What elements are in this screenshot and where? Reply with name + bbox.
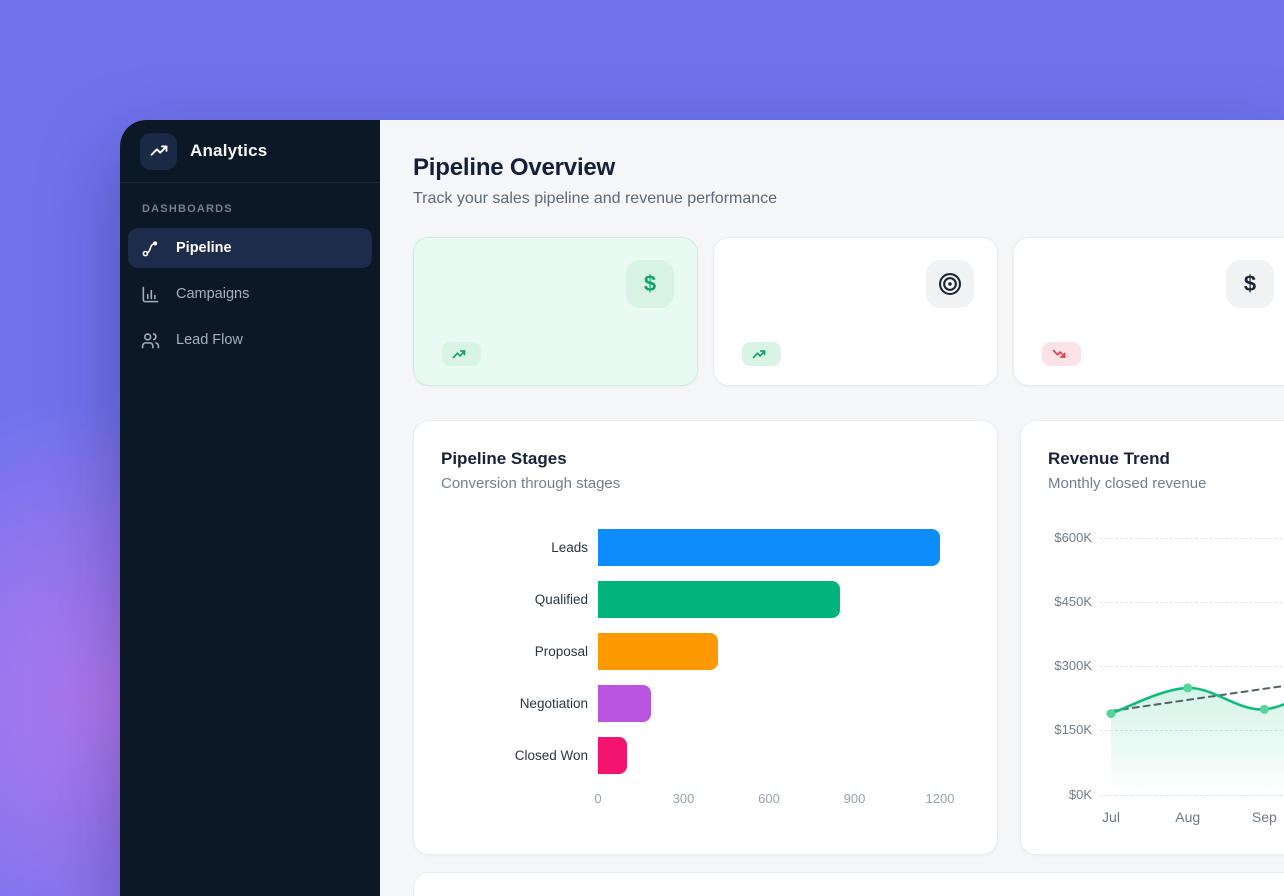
pipeline-stages-title: Pipeline Stages (441, 449, 567, 468)
page-title: Pipeline Overview (413, 154, 616, 181)
bar-row-leads: Leads (441, 529, 970, 566)
pipeline-stages-axis: 0 300 600 900 1200 (441, 791, 970, 807)
page-subtitle: Track your sales pipeline and revenue pe… (413, 190, 778, 207)
kpi-card-open-opportunities[interactable] (713, 237, 998, 386)
route-icon (140, 238, 160, 258)
target-icon (937, 271, 963, 297)
y-tick-label: $150K (1054, 722, 1092, 738)
sidebar-item-pipeline[interactable]: Pipeline (128, 228, 372, 268)
next-card-partial (413, 872, 1284, 896)
y-tick-label: $0K (1068, 786, 1092, 802)
bar-proposal (598, 633, 718, 670)
y-tick-label: $450K (1054, 593, 1092, 609)
bar-chart-icon (140, 284, 160, 304)
revenue-line-chart (1106, 683, 1284, 795)
bar-row-closed-won: Closed Won (441, 737, 970, 774)
revenue-line (1109, 686, 1284, 715)
trend-dashed-line (1110, 684, 1284, 713)
x-tick-label: 0 (594, 791, 602, 806)
sidebar: Analytics DASHBOARDS Pipeline Campaigns Le… (120, 120, 380, 896)
bar-category-label: Proposal (534, 643, 588, 659)
pipeline-stages-bars: Leads Qualified Proposal Negotiation Closed … (441, 529, 970, 774)
bar-category-label: Negotiation (519, 695, 588, 711)
bar-row-negotiation: Negotiation (441, 685, 970, 722)
y-tick-label: $300K (1054, 658, 1092, 673)
sidebar-section-label: DASHBOARDS (142, 203, 233, 215)
x-tick-label: 300 (672, 791, 695, 806)
data-point-aug (1183, 683, 1193, 693)
gridline (1100, 666, 1284, 667)
sidebar-nav: DASHBOARDS Pipeline Campaigns Lead Flow (120, 183, 380, 366)
sidebar-item-label: Pipeline (176, 240, 232, 256)
dollar-icon: $ (643, 271, 657, 296)
sidebar-nav-items: Pipeline Campaigns Lead Flow (128, 228, 372, 360)
trend-up-icon (752, 347, 766, 361)
bar-category-label: Closed Won (514, 747, 588, 763)
revenue-trend-x-labels: Jul Aug Sep (1048, 809, 1284, 829)
sidebar-header: Analytics (120, 120, 380, 183)
bar-closed-won (598, 737, 627, 774)
x-axis-ticks: 0 300 600 900 1200 (594, 791, 954, 807)
sidebar-item-lead-flow[interactable]: Lead Flow (128, 320, 372, 360)
x-label-jul: Jul (1102, 809, 1120, 825)
x-label-aug: Aug (1175, 809, 1201, 825)
sidebar-item-label: Lead Flow (176, 332, 243, 348)
bar-category-label: Leads (551, 539, 588, 555)
bar-row-qualified: Qualified (441, 581, 970, 618)
revenue-trend-card: Revenue Trend Monthly closed revenue $60… (1020, 420, 1284, 855)
kpi-cards-row: $ $ (413, 237, 1284, 386)
sidebar-item-campaigns[interactable]: Campaigns (128, 274, 372, 314)
data-point-sep (1259, 704, 1269, 714)
app-window: Analytics DASHBOARDS Pipeline Campaigns Le… (120, 120, 1284, 896)
users-icon (140, 330, 160, 350)
kpi-icon-tile: $ (1226, 260, 1274, 308)
y-tick-label: $600K (1054, 529, 1092, 545)
x-tick-label: 600 (758, 791, 780, 806)
main-content: Pipeline Overview Track your sales pipel… (380, 120, 1284, 896)
brand-logo (140, 132, 177, 170)
dollar-icon: $ (1243, 271, 1257, 296)
bar-category-label: Qualified (534, 591, 588, 607)
x-tick-label: 1200 (925, 791, 955, 806)
bar-row-proposal: Proposal (441, 633, 970, 670)
gridline (1100, 537, 1284, 539)
bar-leads (598, 529, 940, 566)
trending-up-icon (149, 141, 169, 161)
bar-negotiation (598, 685, 651, 722)
gridline (1100, 601, 1284, 603)
change-badge (742, 342, 781, 366)
brand-title: Analytics (190, 141, 268, 160)
change-badge (442, 342, 481, 366)
pipeline-stages-subtitle: Conversion through stages (441, 475, 621, 492)
bar-qualified (598, 581, 841, 618)
sidebar-item-label: Campaigns (176, 286, 250, 302)
revenue-trend-subtitle: Monthly closed revenue (1048, 475, 1207, 492)
x-label-sep: Sep (1251, 809, 1277, 825)
trend-up-icon (452, 347, 466, 361)
pipeline-stages-card: Pipeline Stages Conversion through stage… (413, 420, 998, 855)
x-tick-label: 900 (843, 791, 866, 806)
kpi-card-avg-deal-size[interactable]: $ (1013, 237, 1284, 386)
revenue-area (1111, 687, 1284, 795)
change-badge (1042, 342, 1081, 366)
kpi-card-total-pipeline-value[interactable]: $ (413, 237, 698, 386)
kpi-icon-tile: $ (626, 260, 674, 308)
revenue-trend-title: Revenue Trend (1048, 449, 1170, 468)
charts-row: Pipeline Stages Conversion through stage… (413, 420, 1284, 855)
kpi-icon-tile (926, 260, 974, 308)
revenue-trend-plot: $600K $450K $300K $150K $0K (1048, 530, 1284, 802)
data-point-jul (1106, 709, 1116, 719)
trend-down-icon (1052, 347, 1066, 361)
